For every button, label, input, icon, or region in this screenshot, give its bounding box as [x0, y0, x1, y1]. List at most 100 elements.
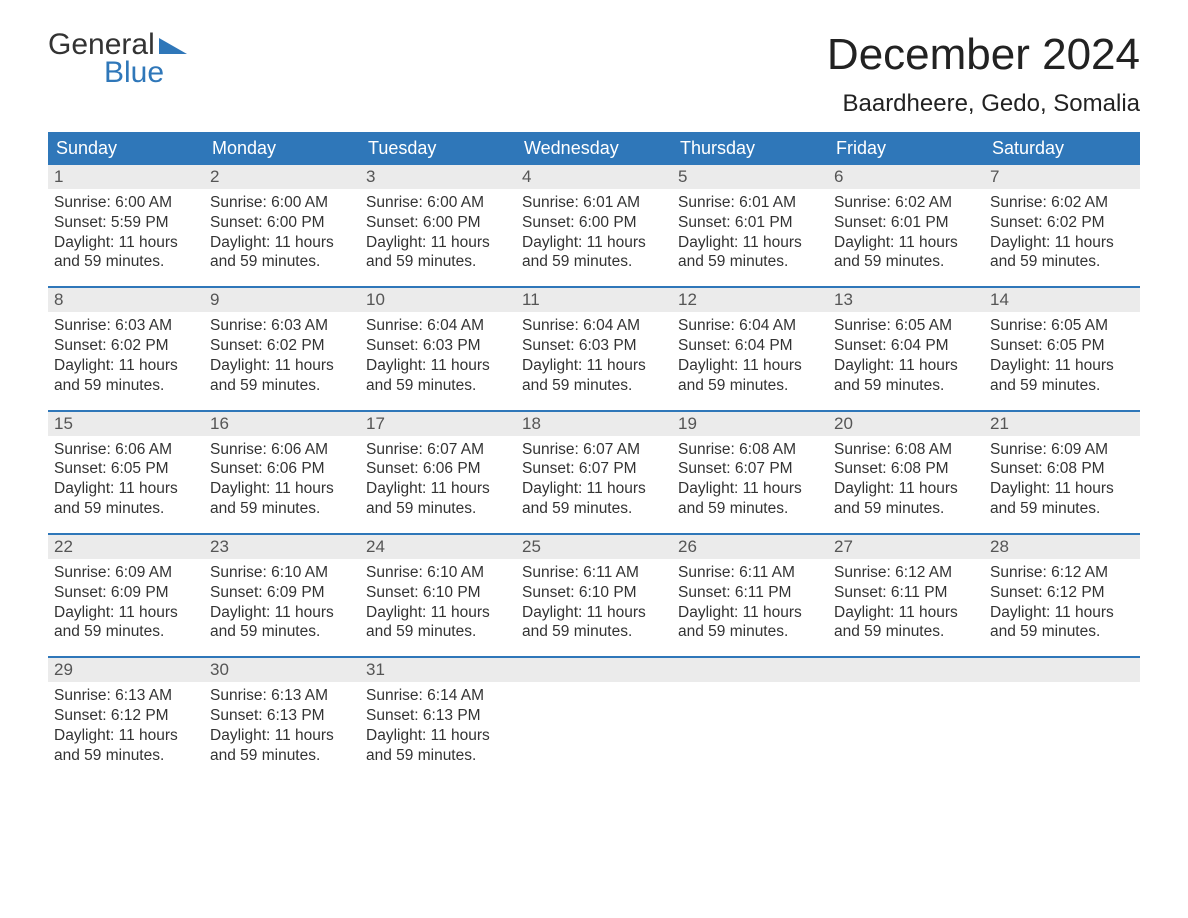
day-daylight1: Daylight: 11 hours	[834, 356, 978, 376]
day-number: 11	[516, 288, 672, 312]
day-sunrise: Sunrise: 6:02 AM	[834, 193, 978, 213]
day-daylight2: and 59 minutes.	[366, 376, 510, 396]
calendar-week: 22Sunrise: 6:09 AMSunset: 6:09 PMDayligh…	[48, 533, 1140, 656]
calendar-day: 18Sunrise: 6:07 AMSunset: 6:07 PMDayligh…	[516, 412, 672, 533]
day-sunrise: Sunrise: 6:07 AM	[366, 440, 510, 460]
day-sunset: Sunset: 6:08 PM	[990, 459, 1134, 479]
day-sunrise: Sunrise: 6:01 AM	[522, 193, 666, 213]
calendar-day: 27Sunrise: 6:12 AMSunset: 6:11 PMDayligh…	[828, 535, 984, 656]
day-number: 22	[48, 535, 204, 559]
day-sunrise: Sunrise: 6:13 AM	[210, 686, 354, 706]
page-title: December 2024	[827, 30, 1140, 80]
day-daylight2: and 59 minutes.	[54, 622, 198, 642]
day-number: 16	[204, 412, 360, 436]
day-details: Sunrise: 6:09 AMSunset: 6:08 PMDaylight:…	[984, 436, 1140, 519]
day-daylight1: Daylight: 11 hours	[54, 603, 198, 623]
day-number: 28	[984, 535, 1140, 559]
day-daylight2: and 59 minutes.	[990, 376, 1134, 396]
day-sunset: Sunset: 6:13 PM	[210, 706, 354, 726]
day-daylight1: Daylight: 11 hours	[366, 479, 510, 499]
calendar-day: 15Sunrise: 6:06 AMSunset: 6:05 PMDayligh…	[48, 412, 204, 533]
day-daylight1: Daylight: 11 hours	[210, 603, 354, 623]
calendar-day: 29Sunrise: 6:13 AMSunset: 6:12 PMDayligh…	[48, 658, 204, 779]
calendar: Sunday Monday Tuesday Wednesday Thursday…	[48, 132, 1140, 780]
day-sunrise: Sunrise: 6:00 AM	[210, 193, 354, 213]
day-details: Sunrise: 6:02 AMSunset: 6:01 PMDaylight:…	[828, 189, 984, 272]
day-sunrise: Sunrise: 6:06 AM	[54, 440, 198, 460]
day-sunrise: Sunrise: 6:04 AM	[522, 316, 666, 336]
day-number: 10	[360, 288, 516, 312]
day-daylight2: and 59 minutes.	[366, 746, 510, 766]
day-sunset: Sunset: 6:06 PM	[210, 459, 354, 479]
day-details: Sunrise: 6:07 AMSunset: 6:06 PMDaylight:…	[360, 436, 516, 519]
day-sunrise: Sunrise: 6:12 AM	[834, 563, 978, 583]
day-sunset: Sunset: 6:07 PM	[522, 459, 666, 479]
day-daylight1: Daylight: 11 hours	[678, 233, 822, 253]
title-block: December 2024 Baardheere, Gedo, Somalia	[827, 30, 1140, 118]
day-number: 1	[48, 165, 204, 189]
day-daylight2: and 59 minutes.	[210, 376, 354, 396]
day-sunrise: Sunrise: 6:06 AM	[210, 440, 354, 460]
day-daylight2: and 59 minutes.	[678, 376, 822, 396]
day-sunset: Sunset: 6:01 PM	[678, 213, 822, 233]
day-sunset: Sunset: 6:02 PM	[990, 213, 1134, 233]
day-daylight1: Daylight: 11 hours	[678, 356, 822, 376]
day-number: 9	[204, 288, 360, 312]
day-daylight2: and 59 minutes.	[678, 499, 822, 519]
day-sunset: Sunset: 6:12 PM	[990, 583, 1134, 603]
day-daylight1: Daylight: 11 hours	[210, 233, 354, 253]
weekday-header: Tuesday	[360, 132, 516, 165]
day-daylight1: Daylight: 11 hours	[366, 603, 510, 623]
day-sunset: Sunset: 6:05 PM	[54, 459, 198, 479]
day-daylight2: and 59 minutes.	[834, 499, 978, 519]
calendar-day: 9Sunrise: 6:03 AMSunset: 6:02 PMDaylight…	[204, 288, 360, 409]
calendar-day: 22Sunrise: 6:09 AMSunset: 6:09 PMDayligh…	[48, 535, 204, 656]
day-daylight1: Daylight: 11 hours	[366, 726, 510, 746]
day-details: Sunrise: 6:14 AMSunset: 6:13 PMDaylight:…	[360, 682, 516, 765]
day-number: 20	[828, 412, 984, 436]
day-daylight1: Daylight: 11 hours	[54, 726, 198, 746]
day-sunrise: Sunrise: 6:05 AM	[990, 316, 1134, 336]
calendar-day: 3Sunrise: 6:00 AMSunset: 6:00 PMDaylight…	[360, 165, 516, 286]
day-sunset: Sunset: 6:12 PM	[54, 706, 198, 726]
weekday-header: Wednesday	[516, 132, 672, 165]
day-daylight1: Daylight: 11 hours	[366, 233, 510, 253]
weekday-header-row: Sunday Monday Tuesday Wednesday Thursday…	[48, 132, 1140, 165]
calendar-day: 21Sunrise: 6:09 AMSunset: 6:08 PMDayligh…	[984, 412, 1140, 533]
day-daylight2: and 59 minutes.	[210, 622, 354, 642]
calendar-week: 8Sunrise: 6:03 AMSunset: 6:02 PMDaylight…	[48, 286, 1140, 409]
weekday-header: Monday	[204, 132, 360, 165]
day-daylight2: and 59 minutes.	[366, 252, 510, 272]
day-details: Sunrise: 6:01 AMSunset: 6:01 PMDaylight:…	[672, 189, 828, 272]
day-number: 12	[672, 288, 828, 312]
day-sunrise: Sunrise: 6:13 AM	[54, 686, 198, 706]
day-daylight2: and 59 minutes.	[54, 252, 198, 272]
day-details: Sunrise: 6:04 AMSunset: 6:03 PMDaylight:…	[516, 312, 672, 395]
day-number	[672, 658, 828, 682]
weekday-header: Saturday	[984, 132, 1140, 165]
day-sunset: Sunset: 6:06 PM	[366, 459, 510, 479]
day-details: Sunrise: 6:04 AMSunset: 6:03 PMDaylight:…	[360, 312, 516, 395]
day-number: 5	[672, 165, 828, 189]
day-details: Sunrise: 6:06 AMSunset: 6:05 PMDaylight:…	[48, 436, 204, 519]
day-daylight1: Daylight: 11 hours	[990, 233, 1134, 253]
day-daylight2: and 59 minutes.	[990, 499, 1134, 519]
day-daylight2: and 59 minutes.	[210, 746, 354, 766]
day-sunset: Sunset: 6:11 PM	[678, 583, 822, 603]
day-details: Sunrise: 6:07 AMSunset: 6:07 PMDaylight:…	[516, 436, 672, 519]
calendar-day: 10Sunrise: 6:04 AMSunset: 6:03 PMDayligh…	[360, 288, 516, 409]
day-daylight2: and 59 minutes.	[990, 622, 1134, 642]
brand-line2: Blue	[48, 58, 187, 88]
calendar-day: 31Sunrise: 6:14 AMSunset: 6:13 PMDayligh…	[360, 658, 516, 779]
day-details: Sunrise: 6:13 AMSunset: 6:12 PMDaylight:…	[48, 682, 204, 765]
calendar-day	[828, 658, 984, 779]
calendar-week: 15Sunrise: 6:06 AMSunset: 6:05 PMDayligh…	[48, 410, 1140, 533]
day-details: Sunrise: 6:00 AMSunset: 6:00 PMDaylight:…	[204, 189, 360, 272]
calendar-day: 12Sunrise: 6:04 AMSunset: 6:04 PMDayligh…	[672, 288, 828, 409]
day-details: Sunrise: 6:10 AMSunset: 6:10 PMDaylight:…	[360, 559, 516, 642]
day-daylight2: and 59 minutes.	[54, 746, 198, 766]
day-sunrise: Sunrise: 6:14 AM	[366, 686, 510, 706]
calendar-day: 11Sunrise: 6:04 AMSunset: 6:03 PMDayligh…	[516, 288, 672, 409]
calendar-day: 26Sunrise: 6:11 AMSunset: 6:11 PMDayligh…	[672, 535, 828, 656]
day-details: Sunrise: 6:03 AMSunset: 6:02 PMDaylight:…	[48, 312, 204, 395]
